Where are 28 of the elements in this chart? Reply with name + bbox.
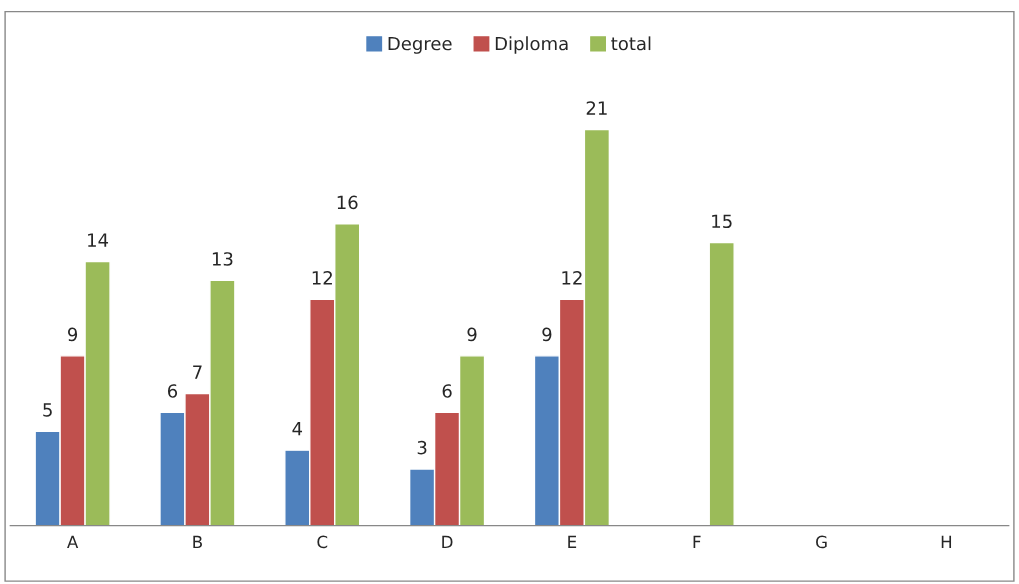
legend-label: Diploma <box>495 36 568 54</box>
data-label: 9 <box>467 327 477 342</box>
data-label: 13 <box>212 252 233 266</box>
x-tick-label: B <box>193 535 202 548</box>
x-tick-label: H <box>941 535 952 548</box>
x-tick-label: D <box>442 535 453 548</box>
data-label: 7 <box>193 365 202 379</box>
data-label: 21 <box>586 101 607 115</box>
x-tick-label: E <box>568 535 577 548</box>
legend-label: total <box>611 36 651 51</box>
data-label: 9 <box>68 327 78 342</box>
legend-label: Degree <box>388 36 452 54</box>
x-tick-label: G <box>816 535 827 549</box>
data-label: 6 <box>442 384 452 398</box>
x-tick-label: A <box>67 535 79 548</box>
data-label: 4 <box>292 422 303 436</box>
data-label: 5 <box>43 403 52 417</box>
x-tick-label: F <box>693 535 701 548</box>
data-label: 3 <box>417 440 427 455</box>
x-tick-label: C <box>317 535 328 549</box>
data-label: 14 <box>88 233 109 247</box>
data-label: 16 <box>337 195 358 210</box>
data-label: 12 <box>312 270 332 285</box>
bar <box>708 241 735 526</box>
data-label: 15 <box>712 214 732 229</box>
data-label: 12 <box>562 270 582 285</box>
data-label: 9 <box>542 327 552 342</box>
data-label: 6 <box>167 384 178 398</box>
